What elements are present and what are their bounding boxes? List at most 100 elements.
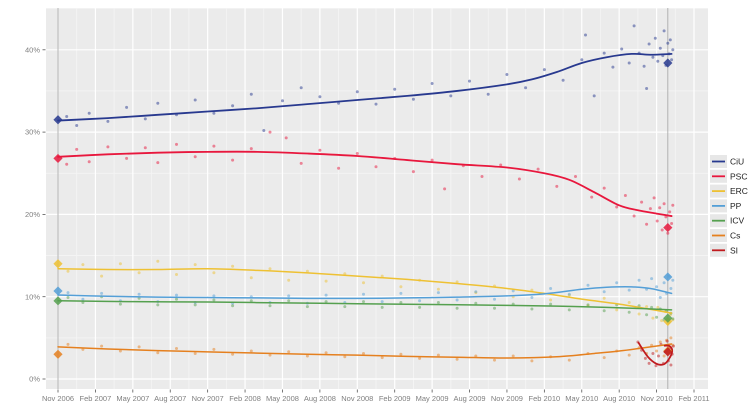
x-axis-labels: Nov 2006 Feb 2007 May 2007 Aug 2007 Nov 2007… (42, 389, 710, 403)
poll-point (662, 29, 666, 33)
poll-point (75, 147, 79, 151)
poll-point (436, 301, 440, 304)
y-tick-label: 0% (29, 375, 40, 384)
y-axis-labels: 0% 10% 20% 30% 40% (25, 45, 46, 384)
election-result-ICV-2010 (663, 313, 673, 323)
poll-point (380, 305, 384, 309)
poll-point (655, 285, 659, 289)
poll-point (337, 166, 341, 170)
poll-point (66, 291, 70, 295)
poll-point (611, 65, 615, 69)
poll-point (647, 361, 651, 365)
poll-point (657, 354, 660, 358)
election-result-PSC-2006 (53, 153, 63, 164)
election-result-Cs-2006 (53, 349, 63, 359)
poll-point (656, 59, 660, 63)
election-result-CiU-2010 (663, 58, 673, 68)
poll-point (65, 162, 69, 166)
election-result-SI-2010 (663, 347, 673, 357)
poll-point (374, 102, 378, 106)
poll-point (137, 292, 141, 296)
poll-point (418, 305, 422, 309)
poll-point (655, 349, 659, 353)
poll-point (337, 101, 341, 105)
poll-point (567, 358, 571, 362)
poll-point (651, 316, 655, 320)
legend-item-SI: SI (710, 243, 738, 257)
legend-item-PSC: PSC (710, 169, 747, 183)
poll-point (193, 155, 197, 159)
poll-point (615, 308, 619, 312)
poll-point (305, 305, 309, 309)
poll-point (287, 278, 291, 282)
poll-point (642, 64, 646, 68)
x-tick-label: May 2008 (266, 394, 299, 403)
election-result-PP-2010 (663, 272, 673, 282)
legend-label-SI: SI (730, 245, 738, 255)
poll-point (299, 161, 303, 165)
election-result-ERC-2006 (53, 259, 63, 269)
poll-point (474, 354, 478, 358)
x-tick-label: Feb 2007 (80, 394, 112, 403)
poll-point (643, 356, 647, 360)
poll-point (623, 194, 627, 197)
poll-point (212, 347, 216, 351)
poll-point (493, 358, 496, 362)
poll-point (493, 297, 496, 301)
poll-point (455, 280, 459, 284)
poll-point (106, 119, 110, 123)
poll-point (670, 222, 674, 225)
poll-point (362, 300, 365, 304)
poll-point (249, 92, 253, 96)
poll-point (137, 271, 141, 275)
poll-point (156, 259, 160, 263)
legend-label-ERC: ERC (730, 186, 748, 196)
poll-point (658, 206, 662, 210)
poll-point (586, 283, 590, 287)
poll-point (324, 351, 328, 355)
poll-point (505, 73, 509, 76)
poll-point (81, 297, 85, 301)
poll-point (580, 58, 584, 62)
poll-point (648, 207, 652, 211)
poll-point (586, 303, 590, 307)
poll-point (654, 364, 658, 368)
poll-point (249, 349, 253, 353)
y-tick-label: 20% (25, 210, 40, 219)
poll-point (380, 356, 384, 360)
poll-point (602, 51, 606, 55)
poll-point (393, 87, 397, 91)
x-tick-label: Feb 2009 (379, 394, 411, 403)
poll-point (662, 281, 666, 285)
poll-points-PSC (65, 130, 675, 235)
poll-point (455, 357, 459, 361)
poll-point (650, 277, 654, 281)
poll-point (567, 292, 571, 296)
poll-point (212, 144, 216, 148)
poll-point (66, 342, 70, 346)
poll-point (632, 214, 636, 218)
poll-point (627, 353, 631, 357)
poll-point (662, 354, 666, 358)
poll-point (671, 344, 675, 348)
poll-point (651, 352, 655, 355)
poll-point (662, 202, 666, 206)
poll-point (430, 82, 434, 85)
poll-point (231, 264, 235, 268)
poll-point (660, 319, 664, 323)
poll-point (66, 269, 70, 273)
poll-point (268, 353, 272, 357)
x-tick-label: Nov 2007 (192, 394, 224, 403)
poll-point (627, 301, 631, 304)
poll-point (65, 115, 69, 118)
poll-point (530, 296, 534, 299)
legend-item-CiU: CiU (710, 155, 744, 168)
poll-point (669, 336, 673, 340)
poll-point (175, 293, 178, 297)
poll-point (658, 296, 662, 299)
poll-point (193, 352, 197, 355)
poll-point (645, 305, 649, 309)
poll-point (671, 203, 675, 207)
poll-point (75, 124, 79, 127)
